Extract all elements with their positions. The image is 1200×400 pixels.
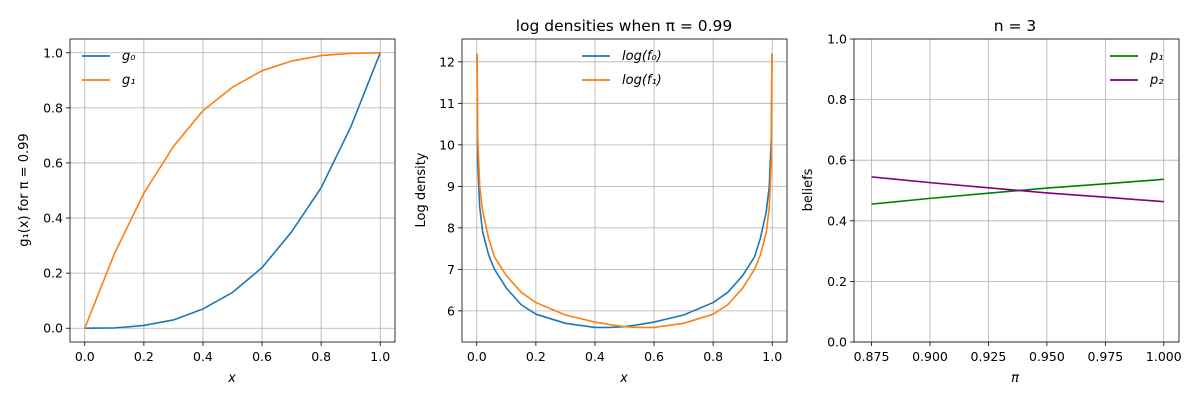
x-tick-label: 1.0 [370,349,390,364]
y-tick-label: 0.6 [827,153,847,168]
x-tick-label: 0.6 [644,349,664,364]
y-tick-label: 10 [439,137,455,152]
y-axis-label-0: g₁(x) for π = 0.99 [17,133,32,246]
x-tick-label: 0.8 [311,349,331,364]
x-tick-label: 0.8 [703,349,723,364]
x-tick-label: 0.925 [971,349,1007,364]
axes-frame-1 [461,38,788,343]
y-axis-label-1: Log density [414,152,429,227]
y-tick-label: 12 [439,54,455,69]
y-tick-label: 0.8 [827,92,847,107]
legend-label: p₁ [1149,49,1163,64]
x-axis-label-1: x [619,371,628,386]
y-tick-label: 1.0 [827,32,847,47]
panel-beliefs: n = 3 0.875 0.900 0.925 0.950 0.975 1.0000.00… [801,17,1182,386]
legend-1: log(f₀) log(f₁) [582,49,662,88]
legend-label: g₀ [122,49,136,64]
x-tick-label: 1.0 [762,349,782,364]
ticks-1: 0.0 0.2 0.4 0.6 0.8 1.0 6 7 8 9 10 11 12 [439,54,782,364]
axes-frame-2 [853,38,1180,343]
x-tick-label: 0.0 [75,349,95,364]
series-1 [476,53,773,329]
x-tick-label: 0.2 [526,349,546,364]
ticks-2: 0.875 0.900 0.925 0.950 0.975 1.000 0.0 0.2 0.4 0… [827,32,1182,365]
y-axis-label-2: beliefs [801,168,816,211]
y-tick-label: 0.0 [827,335,847,350]
ticks-0: 0.0 0.2 0.4 0.6 0.8 1.0 0.0 0.2 0.4 0.6 0.8 1.0 [43,45,390,364]
legend-0: g₀ g₁ [82,49,136,88]
x-tick-label: 0.900 [912,349,948,364]
y-tick-label: 0.0 [43,321,63,336]
y-tick-label: 0.2 [43,266,63,281]
y-tick-label: 0.6 [43,155,63,170]
x-tick-label: 0.0 [467,349,487,364]
x-tick-label: 0.875 [854,349,890,364]
axes-frame-0 [69,38,396,343]
chart-title-2: n = 3 [994,17,1037,35]
y-tick-label: 0.2 [827,274,847,289]
legend-label: p₂ [1149,73,1163,88]
chart-title-1: log densities when π = 0.99 [516,17,733,35]
legend-label: log(f₀) [622,49,662,64]
series-line-p₁ [871,178,1164,205]
y-tick-label: 1.0 [43,45,63,60]
panel-g-functions: 0.0 0.2 0.4 0.6 0.8 1.0 0.0 0.2 0.4 0.6 0.8 1.0 x g… [17,38,396,386]
legend-2: p₁ p₂ [1110,49,1163,88]
y-tick-label: 0.4 [827,213,847,228]
y-tick-label: 11 [439,96,455,111]
panel-log-densities: log densities when π = 0.99 0.0 0.2 0.4 0.6… [414,17,788,386]
grid-2 [854,38,1179,343]
series-line-log(f₀) [476,53,773,329]
x-axis-label-2: π [1011,371,1019,386]
series-line-log(f₁) [476,53,773,329]
series-line-g₀ [84,52,381,330]
legend-label: g₁ [122,73,135,88]
y-tick-label: 8 [447,220,455,235]
y-tick-label: 6 [447,303,455,318]
x-tick-label: 0.4 [193,349,213,364]
x-tick-label: 0.2 [134,349,154,364]
grid-0 [70,39,395,342]
series-line-p₂ [871,176,1164,203]
x-tick-label: 0.975 [1087,349,1123,364]
y-tick-label: 7 [447,262,455,277]
series-line-g₁ [84,51,381,329]
y-tick-label: 0.4 [43,211,63,226]
legend-label: log(f₁) [622,73,662,88]
x-tick-label: 1.000 [1146,349,1182,364]
y-tick-label: 0.8 [43,100,63,115]
series-2 [871,176,1164,205]
x-tick-label: 0.4 [585,349,605,364]
x-axis-label-0: x [227,371,236,386]
series-0 [84,51,381,330]
y-tick-label: 9 [447,179,455,194]
x-tick-label: 0.950 [1029,349,1065,364]
x-tick-label: 0.6 [252,349,272,364]
